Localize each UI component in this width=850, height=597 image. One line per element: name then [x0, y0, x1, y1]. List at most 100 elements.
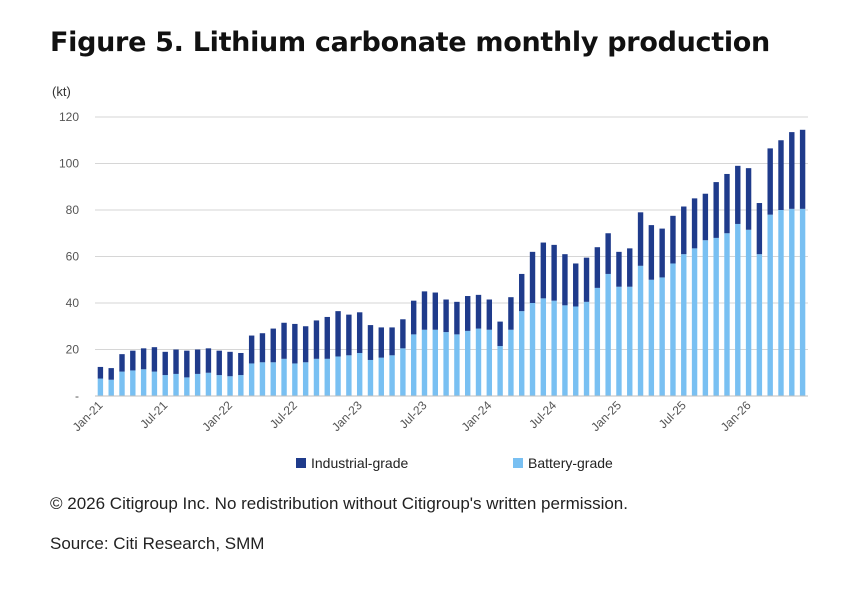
y-tick-label: 40 — [66, 296, 80, 310]
legend-label-battery: Battery-grade — [528, 455, 613, 471]
bar-battery-grade — [432, 329, 438, 396]
bar-industrial-grade — [292, 323, 298, 364]
bar-industrial-grade — [508, 297, 514, 330]
bar-battery-grade — [605, 273, 611, 396]
bar-battery-grade — [173, 373, 179, 396]
bar-industrial-grade — [184, 350, 190, 378]
legend-label-industrial: Industrial-grade — [311, 455, 408, 471]
bar-industrial-grade — [108, 368, 114, 380]
bar-battery-grade — [519, 311, 525, 396]
bar-industrial-grade — [335, 311, 341, 357]
x-tick-label: Jan-22 — [199, 398, 235, 434]
bar-battery-grade — [227, 376, 233, 396]
bar-industrial-grade — [270, 328, 276, 363]
bar-battery-grade — [735, 223, 741, 396]
bar-industrial-grade — [691, 198, 698, 249]
y-tick-label: 100 — [59, 157, 79, 171]
bar-battery-grade — [497, 346, 503, 396]
bar-industrial-grade — [378, 327, 384, 358]
bar-industrial-grade — [97, 366, 104, 379]
bar-battery-grade — [573, 306, 579, 396]
bar-battery-grade — [637, 265, 644, 396]
bar-battery-grade — [670, 263, 676, 396]
x-axis-labels: Jan-21 Jul-21 Jan-22 Jul-22 Jan-23 Jul-23 Jan-… — [70, 398, 754, 434]
y-tick-label: - — [75, 389, 79, 403]
bar-battery-grade — [627, 286, 633, 396]
bar-battery-grade — [778, 210, 784, 396]
bar-battery-grade — [659, 277, 665, 396]
bar-battery-grade — [745, 229, 752, 396]
bar-industrial-grade — [594, 247, 601, 288]
bar-battery-grade — [389, 355, 395, 396]
bar-industrial-grade — [302, 326, 309, 363]
gridlines — [95, 116, 808, 350]
bar-industrial-grade — [140, 348, 147, 370]
bar-battery-grade — [562, 305, 568, 396]
x-tick-label: Jan-24 — [459, 398, 495, 434]
bar-battery-grade — [465, 330, 471, 396]
bar-battery-grade — [691, 248, 698, 396]
y-tick-label: 120 — [59, 110, 79, 124]
bar-industrial-grade — [313, 320, 320, 359]
x-tick-label: Jul-22 — [267, 398, 300, 431]
bar-battery-grade — [400, 348, 406, 396]
chart-title: Figure 5. Lithium carbonate monthly prod… — [50, 27, 770, 58]
bar-battery-grade — [205, 372, 212, 396]
bar-industrial-grade — [216, 350, 222, 376]
bar-industrial-grade — [324, 316, 330, 359]
bar-battery-grade — [346, 355, 352, 396]
bar-battery-grade — [248, 363, 255, 396]
bar-battery-grade — [108, 379, 114, 396]
bar-battery-grade — [259, 362, 266, 396]
bar-battery-grade — [140, 369, 147, 396]
bar-battery-grade — [356, 352, 363, 396]
bar-battery-grade — [767, 214, 773, 396]
bar-battery-grade — [313, 358, 320, 396]
bar-battery-grade — [508, 329, 514, 396]
bar-industrial-grade — [540, 242, 547, 299]
bar-industrial-grade — [659, 228, 665, 278]
bar-industrial-grade — [119, 354, 125, 372]
bar-industrial-grade — [519, 273, 525, 312]
bar-industrial-grade — [194, 349, 201, 374]
bar-industrial-grade — [605, 233, 611, 274]
y-tick-label: 80 — [66, 203, 80, 217]
y-axis-labels: - 20 40 60 80 100 120 — [59, 110, 79, 403]
bar-industrial-grade — [583, 257, 590, 302]
bar-battery-grade — [648, 279, 655, 396]
bar-battery-grade — [324, 358, 330, 396]
bar-industrial-grade — [205, 348, 212, 373]
bar-battery-grade — [454, 334, 460, 396]
bar-industrial-grade — [648, 225, 655, 280]
bar-industrial-grade — [789, 132, 795, 209]
bar-battery-grade — [97, 378, 104, 396]
bar-industrial-grade — [486, 299, 493, 330]
bar-industrial-grade — [410, 300, 417, 335]
x-tick-label: Jan-25 — [588, 398, 624, 434]
bar-industrial-grade — [130, 350, 136, 371]
bar-industrial-grade — [281, 322, 287, 359]
bar-industrial-grade — [443, 299, 449, 333]
x-tick-label: Jul-25 — [656, 398, 689, 431]
x-tick-label: Jan-26 — [718, 398, 754, 434]
bar-industrial-grade — [367, 325, 374, 360]
bar-battery-grade — [551, 300, 557, 396]
x-tick-label: Jan-23 — [329, 398, 365, 434]
bars — [97, 129, 806, 396]
bar-battery-grade — [475, 328, 482, 396]
bar-battery-grade — [184, 377, 190, 396]
bar-battery-grade — [702, 240, 709, 396]
bar-industrial-grade — [475, 294, 482, 329]
bar-industrial-grade — [670, 215, 676, 264]
bar-industrial-grade — [767, 148, 773, 215]
bar-industrial-grade — [151, 347, 158, 372]
source-note: Source: Citi Research, SMM — [50, 534, 265, 553]
bar-battery-grade — [594, 287, 601, 396]
y-tick-label: 60 — [66, 250, 80, 264]
bar-industrial-grade — [173, 349, 179, 374]
bar-battery-grade — [194, 373, 201, 396]
bar-battery-grade — [443, 332, 449, 396]
bar-industrial-grade — [735, 165, 741, 224]
y-unit-label: (kt) — [52, 84, 71, 99]
